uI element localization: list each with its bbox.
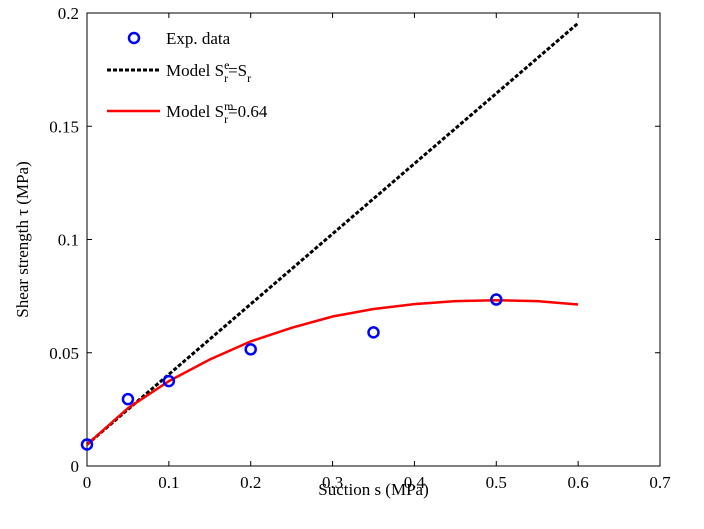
x-tick-label: 0.2 [240,473,261,492]
plot-area: 0 0.1 0.2 0.3 0.4 0.5 0.6 0.7 0 0.05 0.1 0.15 0.2 [49,4,671,492]
x-tick-label: 0.4 [404,473,426,492]
legend-item: Model Se r=Sr [107,58,251,85]
exp-data-point [367,326,380,339]
x-tick-label: 0 [83,473,92,492]
model-sm-line [86,298,579,446]
y-tick-label: 0.1 [58,231,79,250]
x-axis: 0 0.1 0.2 0.3 0.4 0.5 0.6 0.7 [83,13,671,492]
y-tick-label: 0.15 [49,117,79,136]
y-tick-label: 0.05 [49,344,79,363]
y-axis: 0 0.05 0.1 0.15 0.2 [49,4,660,476]
legend-item: Model Sm r=0.64 [107,99,268,126]
x-tick-label: 0.7 [649,473,671,492]
x-axis-label: Suction s (MPa) [318,480,429,499]
legend-label: Exp. data [166,29,231,48]
series-layer [80,22,580,451]
y-axis-label: Shear strength τ (MPa) [13,161,32,318]
x-tick-label: 0.6 [568,473,589,492]
exp-data-point [121,392,135,406]
x-tick-label: 0.1 [158,473,179,492]
exp-data-point [80,438,94,451]
plot-frame [86,12,661,467]
exp-data-point [162,374,176,388]
legend-marker [127,31,141,45]
y-tick-label: 0 [71,457,80,476]
exp-data-point [244,343,257,356]
legend: Exp. data Model Se r=Sr Model Sm r=0.64 [107,29,268,126]
legend-item: Exp. data [127,29,231,48]
x-tick-label: 0.5 [486,473,507,492]
legend-label: Model Se r=Sr [166,58,251,85]
x-tick-label: 0.3 [322,473,343,492]
y-tick-label: 0.2 [58,4,79,23]
exp-data-point [490,293,503,306]
model-se-line [86,22,580,446]
legend-label: Model Sm r=0.64 [166,99,268,126]
